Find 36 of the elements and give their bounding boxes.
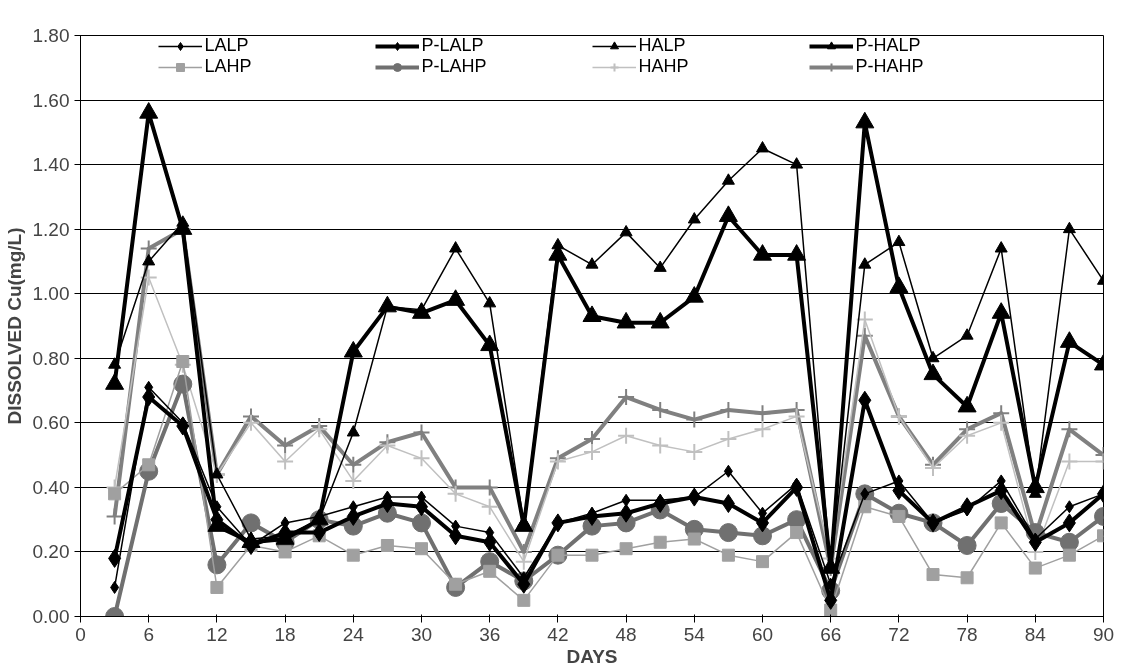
x-tick-label: 36 [479, 623, 501, 645]
x-tick-label: 6 [143, 623, 154, 645]
x-tick-label: 48 [615, 623, 637, 645]
x-tick-label: 0 [75, 623, 86, 645]
x-tick-label: 60 [751, 623, 774, 645]
x-tick-label: 84 [1024, 623, 1047, 645]
y-axis-title: DISSOLVED Cu(mg/L) [3, 227, 25, 425]
x-tick-label: 54 [683, 623, 706, 645]
y-tick-label: 1.60 [32, 89, 70, 111]
x-tick-label: 78 [956, 623, 978, 645]
y-tick-label: 1.80 [32, 25, 70, 46]
legend-label: P-LALP [421, 35, 485, 56]
x-tick-label: 18 [274, 623, 296, 645]
x-tick-label: 24 [342, 623, 365, 645]
y-tick-label: 1.00 [32, 283, 70, 305]
legend-label: P-LAHP [421, 56, 488, 77]
y-tick-label: 1.40 [32, 154, 70, 176]
y-tick-label: 0.20 [32, 541, 70, 563]
x-tick-label: 12 [206, 623, 228, 645]
y-tick-label: 1.20 [32, 218, 70, 240]
legend-label: HALP [638, 35, 687, 56]
y-tick-label: 0.80 [32, 347, 70, 369]
x-axis-title: DAYS [566, 645, 618, 667]
x-tick-label: 72 [888, 623, 910, 645]
legend-label: P-HAHP [855, 56, 925, 77]
legend-label: P-HALP [855, 35, 922, 56]
x-tick-label: 42 [547, 623, 569, 645]
legend-label: LALP [204, 35, 250, 56]
y-tick-label: 0.00 [32, 606, 70, 627]
y-tick-label: 0.40 [32, 476, 70, 498]
y-tick-label: 0.60 [32, 412, 70, 434]
x-tick-label: 90 [1092, 623, 1115, 645]
x-tick-label: 66 [820, 623, 842, 645]
x-tick-label: 30 [410, 623, 433, 645]
legend-label: HAHP [638, 56, 690, 77]
legend-label: LAHP [204, 56, 253, 77]
